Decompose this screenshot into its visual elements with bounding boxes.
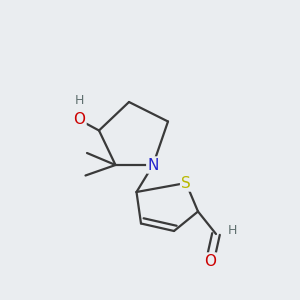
Text: H: H [75,94,84,107]
Text: N: N [147,158,159,172]
Text: O: O [204,254,216,268]
Text: O: O [74,112,86,128]
Text: H: H [228,224,237,238]
Text: S: S [181,176,191,190]
